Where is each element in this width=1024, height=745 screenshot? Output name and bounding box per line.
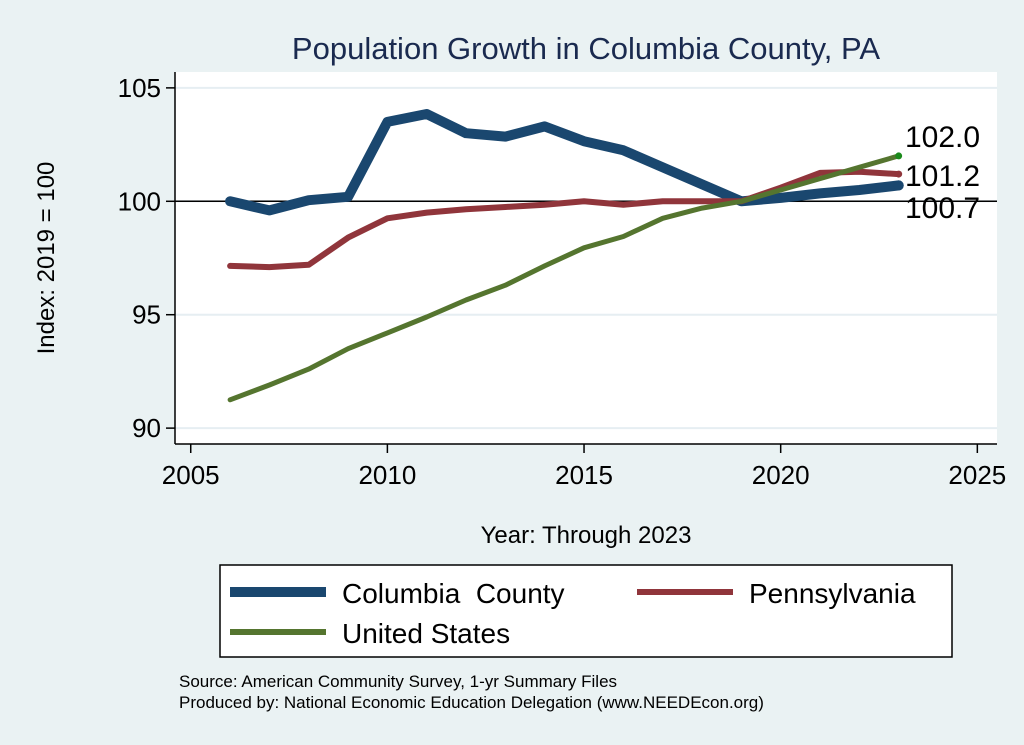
source-note: Source: American Community Survey, 1-yr … xyxy=(179,672,617,691)
legend: Columbia County Pennsylvania United Stat… xyxy=(219,564,953,658)
series-line-pennsylvania xyxy=(227,168,902,271)
legend-label-columbia-county: Columbia County xyxy=(342,578,565,609)
x-tick-label: 2005 xyxy=(162,460,220,490)
x-axis-ticks: 2005 2010 2015 2020 2025 xyxy=(162,444,1006,490)
x-tick-label: 2015 xyxy=(555,460,613,490)
y-axis-ticks: 90 95 100 105 xyxy=(118,73,175,443)
series-line-united-states xyxy=(227,153,902,403)
x-axis-title: Year: Through 2023 xyxy=(481,522,692,549)
legend-label-pennsylvania: Pennsylvania xyxy=(749,578,916,609)
plot-area xyxy=(175,72,997,444)
end-label-pennsylvania: 101.2 xyxy=(905,160,980,193)
chart-title: Population Growth in Columbia County, PA xyxy=(292,31,880,66)
legend-label-united-states: United States xyxy=(342,618,510,649)
end-label-columbia-county: 100.7 xyxy=(905,192,980,225)
y-tick-label: 100 xyxy=(118,186,161,216)
end-marker-united-states xyxy=(895,152,903,160)
series-line-columbia-county xyxy=(225,109,904,216)
x-tick-label: 2020 xyxy=(752,460,810,490)
producer-note: Produced by: National Economic Education… xyxy=(179,693,764,712)
y-tick-label: 105 xyxy=(118,73,161,103)
y-tick-label: 95 xyxy=(132,300,161,330)
series-lines xyxy=(225,109,904,403)
y-axis-title: Index: 2019 = 100 xyxy=(33,162,60,355)
x-tick-label: 2010 xyxy=(358,460,416,490)
end-label-united-states: 102.0 xyxy=(905,121,980,154)
end-marker-columbia-county xyxy=(893,180,904,191)
y-tick-label: 90 xyxy=(132,413,161,443)
end-marker-pennsylvania xyxy=(895,170,903,178)
legend-box xyxy=(219,564,953,658)
x-tick-label: 2025 xyxy=(948,460,1006,490)
